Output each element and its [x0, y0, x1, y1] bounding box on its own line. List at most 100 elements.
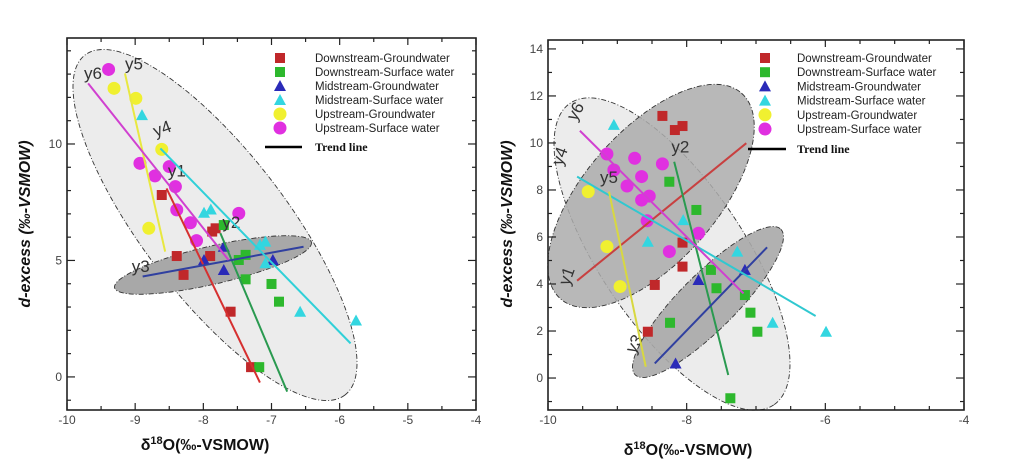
data-point	[641, 235, 654, 247]
data-point	[655, 157, 669, 171]
y-tick-label: 4	[536, 277, 543, 291]
data-point	[273, 296, 284, 307]
x-axis-label: δ18O(‰-VSMOW)	[624, 440, 753, 459]
x-tick-label: -10	[58, 413, 76, 427]
trend-line-y5	[123, 73, 167, 252]
data-point	[665, 317, 676, 328]
legend-label: Downstream-Groundwater	[797, 53, 932, 65]
y-axis-label: d-excess (‰-VSMOW)	[17, 140, 34, 307]
y-tick-label: 0	[536, 371, 543, 385]
data-point	[691, 226, 705, 240]
data-point	[640, 214, 654, 228]
legend-label: Downstream-Groundwater	[315, 53, 450, 65]
trend-line-y6	[87, 82, 230, 261]
data-point	[725, 393, 736, 404]
x-tick-label: -4	[959, 413, 970, 427]
legend-label: Upstream-Surface water	[315, 123, 440, 135]
data-point	[102, 62, 116, 76]
legend-label: Midstream-Surface water	[797, 96, 926, 108]
data-point	[662, 245, 676, 259]
data-point	[266, 278, 277, 289]
x-tick-label: -7	[266, 413, 277, 427]
y-tick-label: 0	[55, 370, 62, 384]
data-point	[600, 240, 614, 254]
legend-label: Upstream-Surface water	[797, 124, 922, 136]
y-tick-label: 8	[536, 183, 543, 197]
data-point	[739, 290, 750, 301]
legend: Downstream-Groundwater Downstream-Surface…	[748, 53, 936, 156]
data-point	[752, 326, 763, 337]
y-tick-label: 5	[55, 253, 62, 267]
data-point	[628, 151, 642, 165]
data-point	[204, 203, 217, 215]
legend-marker	[274, 94, 286, 105]
data-point	[233, 254, 244, 265]
data-point	[217, 264, 230, 276]
y-tick-label: 10	[49, 137, 63, 151]
legend-label: Upstream-Groundwater	[315, 109, 435, 121]
data-point	[129, 91, 143, 105]
trend-line-label: y5	[600, 168, 618, 187]
data-point	[259, 235, 272, 247]
x-tick-label: -6	[820, 413, 831, 427]
data-point	[649, 279, 660, 290]
trend-line-y4	[159, 147, 352, 345]
legend: Downstream-Groundwater Downstream-Surface…	[265, 53, 454, 154]
x-axis-label-rest: O(‰-VSMOW)	[163, 437, 270, 454]
x-tick-label: -8	[681, 413, 692, 427]
trend-line-label: y5	[125, 54, 143, 73]
data-point	[135, 109, 148, 121]
trend-line-label: y4	[548, 144, 572, 167]
trend-line-label: y1	[168, 162, 186, 181]
right-chart: -10 -8 -6 -4 0 2 4 6 8 10 12 14 δ18O(‰-VSMOW) d-exces…	[499, 39, 970, 459]
data-point	[156, 189, 167, 200]
data-point	[664, 176, 675, 187]
legend-marker	[758, 108, 772, 122]
trend-line-label: y3	[132, 257, 150, 276]
y-tick-label: 12	[530, 89, 544, 103]
y-tick-label: 14	[530, 42, 544, 56]
x-tick-label: -6	[334, 413, 345, 427]
data-point	[142, 221, 156, 235]
x-tick-label: -8	[198, 413, 209, 427]
x-axis-label-delta: δ	[141, 437, 151, 454]
trend-line-y5	[608, 191, 647, 367]
data-point	[642, 189, 656, 203]
data-point	[294, 305, 307, 317]
data-point	[692, 274, 705, 286]
data-point	[669, 357, 682, 369]
x-axis-label-sup: 18	[150, 435, 162, 447]
data-point	[657, 110, 668, 121]
data-point	[183, 216, 197, 230]
data-point	[240, 274, 251, 285]
trend-line-y2	[673, 161, 730, 376]
data-point	[691, 204, 702, 215]
data-point	[745, 307, 756, 318]
data-point	[148, 169, 162, 183]
data-point	[246, 362, 257, 373]
legend-marker	[760, 53, 770, 63]
legend-trend-label: Trend line	[315, 140, 368, 154]
x-tick-label: -5	[402, 413, 413, 427]
data-point	[635, 170, 649, 184]
data-point	[642, 326, 653, 337]
data-point	[705, 264, 716, 275]
legend-label: Upstream-Groundwater	[797, 110, 917, 122]
legend-marker	[273, 107, 287, 121]
data-point	[607, 118, 620, 130]
data-point	[259, 257, 272, 269]
trend-line-y1	[165, 188, 261, 383]
legend-trend-label: Trend line	[797, 142, 850, 156]
trend-line-y3	[142, 245, 304, 278]
legend-label: Midstream-Groundwater	[797, 81, 921, 93]
legend-label: Midstream-Groundwater	[315, 81, 439, 93]
data-point	[766, 316, 779, 328]
trend-line-y6	[579, 130, 745, 295]
data-point	[198, 206, 211, 218]
y-tick-label: 6	[536, 230, 543, 244]
trend-line-label: y2	[671, 137, 689, 156]
trend-line-y3	[654, 246, 768, 365]
data-point	[820, 325, 833, 337]
legend-marker	[275, 67, 285, 77]
